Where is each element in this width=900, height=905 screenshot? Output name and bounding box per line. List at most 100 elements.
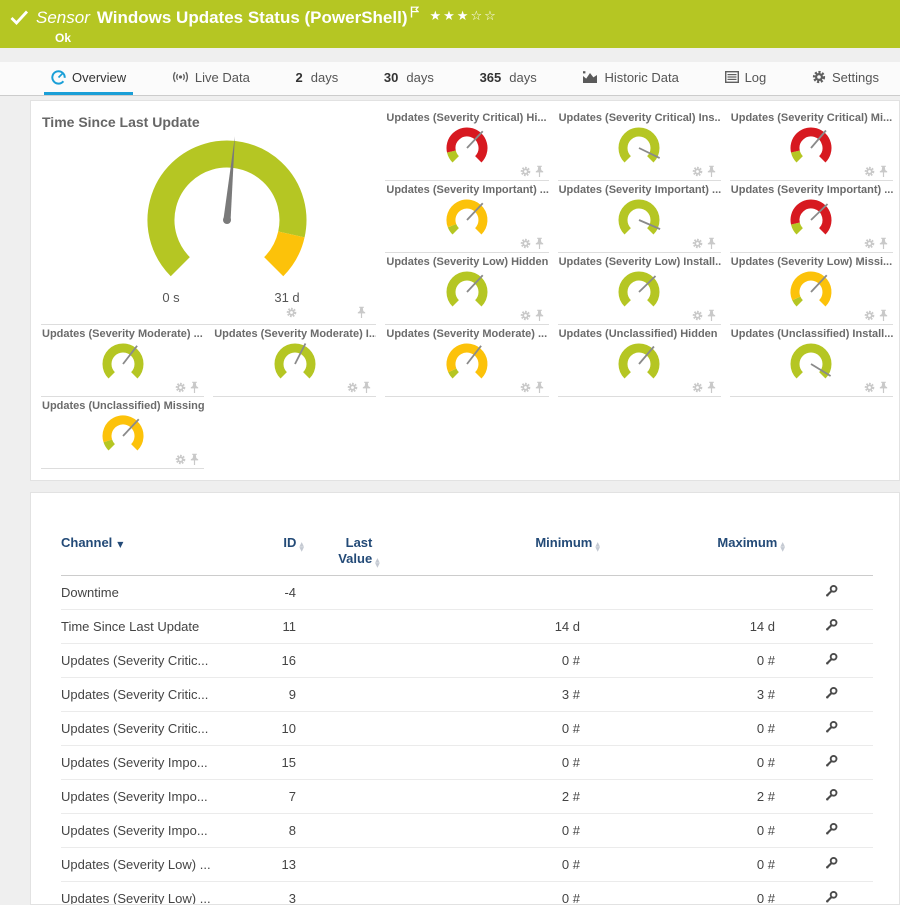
page: { "colors": { "status_green": "#b5c623",… (0, 0, 900, 905)
gauge-pin-icon[interactable] (535, 309, 544, 321)
channel-gauge[interactable]: Updates (Severity Moderate) I... (213, 325, 376, 397)
gauge-pin-icon[interactable] (190, 453, 199, 465)
tab-365-days[interactable]: 365 days (473, 62, 544, 95)
gauge-gear-icon[interactable] (864, 166, 875, 177)
sort-icon[interactable]: ▲▼ (375, 558, 380, 568)
minimum-cell: 2 # (414, 789, 604, 804)
channel-gauge[interactable]: Updates (Severity Critical) Mi... (730, 109, 893, 181)
tab-overview[interactable]: Overview (44, 62, 133, 95)
table-row: Updates (Severity Low) ... 3 0 # 0 # (61, 882, 873, 905)
channel-settings-icon[interactable] (824, 890, 839, 905)
gauge-pin-icon[interactable] (879, 309, 888, 321)
gauge-gear-icon[interactable] (864, 238, 875, 249)
header-minimum[interactable]: Minimum▲▼ (414, 535, 604, 552)
gauge-pin-icon[interactable] (362, 381, 371, 393)
channel-settings-icon[interactable] (824, 822, 839, 837)
channel-settings-icon[interactable] (824, 584, 839, 599)
channel-settings-icon[interactable] (824, 652, 839, 667)
channel-gauge[interactable]: Updates (Severity Moderate) ... (385, 325, 548, 397)
tab-30-days[interactable]: 30 days (377, 62, 441, 95)
channel-gauge[interactable]: Updates (Severity Critical) Hi... (385, 109, 548, 181)
id-cell: 11 (256, 619, 304, 634)
gauge-gear-icon[interactable] (175, 454, 186, 465)
sort-icon[interactable]: ▲▼ (595, 542, 600, 552)
tab-live-data[interactable]: Live Data (165, 62, 257, 95)
channel-cell: Updates (Severity Critic... (61, 687, 256, 702)
tab-historic-data[interactable]: Historic Data (575, 62, 685, 95)
channel-cell: Updates (Severity Low) ... (61, 891, 256, 905)
priority-stars[interactable]: ★★★☆☆ (429, 9, 497, 24)
header-channel[interactable]: Channel▼ (61, 535, 256, 550)
channel-settings-icon[interactable] (824, 618, 839, 633)
channel-settings-icon[interactable] (824, 788, 839, 803)
channel-gauge-time-since-last-update[interactable]: Time Since Last Update 0 s31 d (41, 109, 376, 325)
tab-settings[interactable]: Settings (805, 62, 886, 95)
header-last-value[interactable]: Last Value▲▼ (304, 535, 414, 568)
channel-settings-icon[interactable] (824, 856, 839, 871)
channel-gauge[interactable]: Updates (Severity Important) ... (730, 181, 893, 253)
gauge-title: Updates (Severity Critical) Ins... (558, 109, 721, 124)
table-header-row: Channel▼ ID▲▼ Last Value▲▼ Minimum▲▼ Max… (61, 535, 873, 576)
sort-icon[interactable]: ▲▼ (780, 542, 785, 552)
gauge-title: Updates (Severity Important) ... (558, 181, 721, 196)
gauge-pin-icon[interactable] (707, 381, 716, 393)
channel-settings-icon[interactable] (824, 720, 839, 735)
minimum-cell: 0 # (414, 857, 604, 872)
gauge-gear-icon[interactable] (347, 382, 358, 393)
gauge-pin-icon[interactable] (301, 302, 366, 318)
gauge-gear-icon[interactable] (520, 310, 531, 321)
gauge-pin-icon[interactable] (707, 237, 716, 249)
gauge-gear-icon[interactable] (864, 310, 875, 321)
channel-gauge[interactable]: Updates (Severity Moderate) ... (41, 325, 204, 397)
gauge-gear-icon[interactable] (520, 166, 531, 177)
gauge-pin-icon[interactable] (707, 165, 716, 177)
header-maximum[interactable]: Maximum▲▼ (604, 535, 799, 552)
gauge-pin-icon[interactable] (879, 237, 888, 249)
gauge-gear-icon[interactable] (692, 382, 703, 393)
table-row: Updates (Severity Low) ... 13 0 # 0 # (61, 848, 873, 882)
channel-gauge[interactable]: Updates (Unclassified) Hidden (558, 325, 721, 397)
gauge-dial: 0 s31 d (97, 134, 357, 316)
gauge-pin-icon[interactable] (190, 381, 199, 393)
gauge-pin-icon[interactable] (879, 165, 888, 177)
gauge-dial (783, 268, 839, 308)
channel-gauge[interactable]: Updates (Severity Important) ... (385, 181, 548, 253)
maximum-cell: 0 # (604, 721, 799, 736)
minimum-cell: 3 # (414, 687, 604, 702)
tab-log[interactable]: Log (718, 62, 774, 95)
table-row: Downtime -4 (61, 576, 873, 610)
gauge-gear-icon[interactable] (864, 382, 875, 393)
gauge-pin-icon[interactable] (707, 309, 716, 321)
header-id[interactable]: ID▲▼ (256, 535, 304, 552)
channel-settings-icon[interactable] (824, 754, 839, 769)
channel-gauge[interactable]: Updates (Severity Low) Missi... (730, 253, 893, 325)
minimum-cell: 14 d (414, 619, 604, 634)
channel-gauge[interactable]: Updates (Unclassified) Install... (730, 325, 893, 397)
gauge-pin-icon[interactable] (879, 381, 888, 393)
channel-gauge[interactable]: Updates (Severity Low) Hidden (385, 253, 548, 325)
table-body: Downtime -4 Time Since Last Update 11 14… (61, 576, 899, 905)
channel-settings-icon[interactable] (824, 686, 839, 701)
gauge-title: Updates (Severity Important) ... (730, 181, 893, 196)
gauge-gear-icon[interactable] (692, 166, 703, 177)
gauge-title: Updates (Severity Critical) Hi... (385, 109, 548, 124)
gauge-gear-icon[interactable] (692, 238, 703, 249)
gauge-gear-icon[interactable] (230, 303, 297, 318)
minimum-cell: 0 # (414, 721, 604, 736)
maximum-cell: 0 # (604, 891, 799, 905)
minimum-cell: 0 # (414, 755, 604, 770)
caret-down-icon[interactable]: ▼ (117, 540, 123, 549)
tab-2-days[interactable]: 2 days (289, 62, 346, 95)
gauge-pin-icon[interactable] (535, 381, 544, 393)
channel-gauge[interactable]: Updates (Severity Low) Install... (558, 253, 721, 325)
channel-gauge[interactable]: Updates (Severity Critical) Ins... (558, 109, 721, 181)
gauge-pin-icon[interactable] (535, 165, 544, 177)
gauge-gear-icon[interactable] (520, 382, 531, 393)
channel-gauge[interactable]: Updates (Unclassified) Missing (41, 397, 204, 469)
gauge-gear-icon[interactable] (520, 238, 531, 249)
gauge-pin-icon[interactable] (535, 237, 544, 249)
gauge-gear-icon[interactable] (692, 310, 703, 321)
channel-gauge[interactable]: Updates (Severity Important) ... (558, 181, 721, 253)
gauge-gear-icon[interactable] (175, 382, 186, 393)
id-cell: 16 (256, 653, 304, 668)
